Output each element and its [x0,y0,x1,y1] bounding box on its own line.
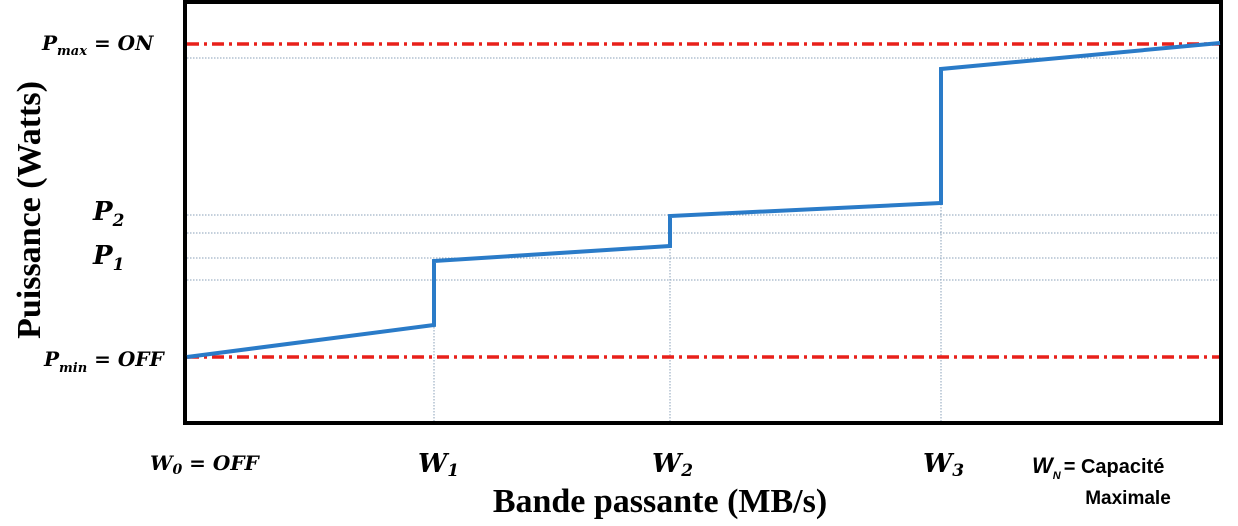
level-label: WN = Capacité [1032,453,1164,482]
level-label: W3 [923,449,964,481]
power-curve [186,41,1221,359]
level-label: Pmax = ON [41,31,154,59]
level-label: Maximale [1085,488,1171,509]
plot-frame [183,0,1223,425]
limit-lines [187,42,1219,359]
level-label: P1 [92,241,124,275]
level-label: P2 [92,197,125,231]
level-label: Pmin = OFF [43,347,166,376]
x-axis-label: Bande passante (MB/s) [493,483,827,520]
level-label: W2 [652,449,693,481]
y-axis-label: Puissance (Watts) [11,81,48,339]
guide-lines [187,57,1219,421]
level-label: W0 = OFF [150,451,261,478]
level-label: W1 [418,449,459,481]
